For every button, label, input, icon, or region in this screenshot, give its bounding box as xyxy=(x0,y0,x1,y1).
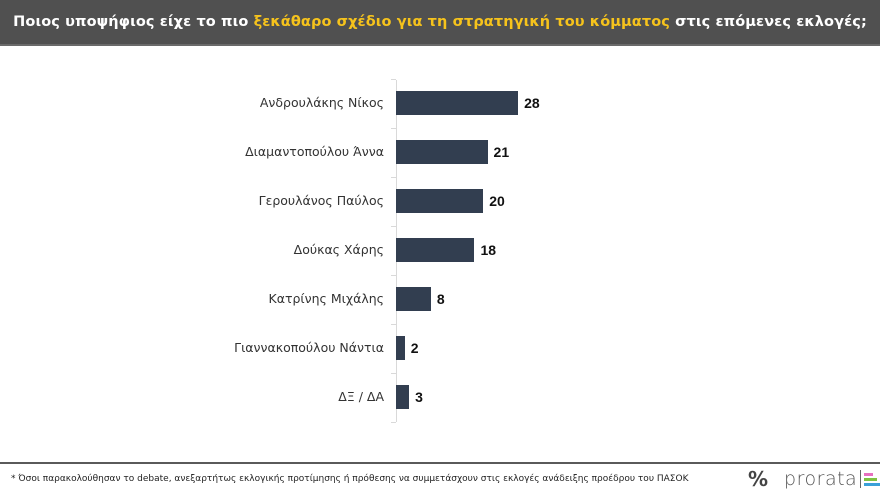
logo-bar xyxy=(864,477,878,481)
footer-divider xyxy=(0,462,880,464)
category-label: Γιαννακοπούλου Νάντια xyxy=(234,340,384,355)
bar-row: Δούκας Χάρης 18 xyxy=(0,238,880,262)
percent-icon: % xyxy=(748,467,769,491)
bar xyxy=(396,238,475,262)
bar xyxy=(396,287,431,311)
axis-tick xyxy=(391,226,396,227)
logo-bar xyxy=(864,472,874,476)
bar-row: Ανδρουλάκης Νίκος 28 xyxy=(0,91,880,115)
category-label: Δούκας Χάρης xyxy=(293,242,384,257)
bar xyxy=(396,91,519,115)
logo-bar xyxy=(864,482,880,486)
category-label: Ανδρουλάκης Νίκος xyxy=(259,95,384,110)
bar-value-label: 21 xyxy=(493,144,510,160)
category-label: Διαμαντοπούλου Άννα xyxy=(245,144,384,159)
category-label: ΔΞ / ΔΑ xyxy=(338,389,384,404)
bar-value-label: 18 xyxy=(480,242,497,258)
bar-chart: Ανδρουλάκης Νίκος 28 Διαμαντοπούλου Άννα 21… xyxy=(0,79,880,423)
chart-title-bar: Ποιος υποψήφιος είχε το πιο ξεκάθαρο σχέ… xyxy=(0,0,880,46)
axis-tick xyxy=(391,373,396,374)
bar-value-label: 3 xyxy=(415,389,423,405)
prorata-logo: % prorata xyxy=(748,466,880,492)
bar xyxy=(396,336,405,360)
axis-tick xyxy=(391,79,396,80)
bar-row: Γερουλάνος Παύλος 20 xyxy=(0,189,880,213)
axis-tick xyxy=(391,275,396,276)
logo-bars-icon xyxy=(864,472,880,486)
footnote: * Όσοι παρακολούθησαν το debate, ανεξαρτ… xyxy=(11,474,689,484)
axis-tick xyxy=(391,324,396,325)
axis-tick xyxy=(391,177,396,178)
title-text-end: στις επόμενες εκλογές; xyxy=(669,14,867,30)
bar-value-label: 28 xyxy=(524,95,540,111)
bar-row: Γιαννακοπούλου Νάντια 2 xyxy=(0,336,880,360)
bar xyxy=(396,140,488,164)
bar-value-label: 8 xyxy=(436,291,445,307)
bar xyxy=(396,189,484,213)
title-text-start: Ποιος υποψήφιος είχε το πιο xyxy=(13,14,254,30)
title-highlight: ξεκάθαρο σχέδιο για τη στρατηγική του κό… xyxy=(253,14,670,30)
logo-text: prorata xyxy=(784,468,858,490)
bar-row: Κατρίνης Μιχάλης 8 xyxy=(0,287,880,311)
bar-value-label: 2 xyxy=(410,340,419,356)
bar-row: ΔΞ / ΔΑ 3 xyxy=(0,385,880,409)
bar xyxy=(396,385,410,409)
bar-row: Διαμαντοπούλου Άννα 21 xyxy=(0,140,880,164)
category-label: Κατρίνης Μιχάλης xyxy=(268,291,384,306)
logo-separator xyxy=(860,470,862,488)
bar-value-label: 20 xyxy=(489,193,505,209)
axis-tick xyxy=(391,128,396,129)
axis-tick xyxy=(391,422,396,423)
category-label: Γερουλάνος Παύλος xyxy=(258,193,384,208)
